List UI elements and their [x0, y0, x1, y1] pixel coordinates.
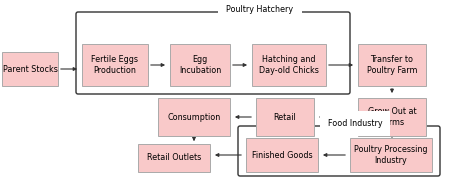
Text: Transfer to
Poultry Farm: Transfer to Poultry Farm [367, 55, 417, 75]
FancyBboxPatch shape [358, 44, 426, 86]
Text: Poultry Hatchery: Poultry Hatchery [227, 5, 293, 14]
FancyBboxPatch shape [246, 138, 318, 172]
FancyBboxPatch shape [82, 44, 148, 86]
Text: Grow Out at
Farms: Grow Out at Farms [368, 107, 416, 127]
FancyBboxPatch shape [252, 44, 326, 86]
Text: Consumption: Consumption [167, 112, 220, 122]
Text: Retail: Retail [273, 112, 296, 122]
Text: Finished Goods: Finished Goods [252, 151, 312, 159]
Text: Fertile Eggs
Production: Fertile Eggs Production [91, 55, 138, 75]
FancyBboxPatch shape [170, 44, 230, 86]
Text: Egg
Incubation: Egg Incubation [179, 55, 221, 75]
FancyBboxPatch shape [358, 98, 426, 136]
FancyBboxPatch shape [138, 144, 210, 172]
Text: Parent Stocks: Parent Stocks [2, 64, 57, 74]
FancyBboxPatch shape [158, 98, 230, 136]
Text: Poultry Processing
Industry: Poultry Processing Industry [354, 145, 428, 165]
FancyBboxPatch shape [350, 138, 432, 172]
Text: Food Industry: Food Industry [328, 119, 383, 128]
FancyBboxPatch shape [256, 98, 314, 136]
FancyBboxPatch shape [2, 52, 58, 86]
Text: Hatching and
Day-old Chicks: Hatching and Day-old Chicks [259, 55, 319, 75]
Text: Retail Outlets: Retail Outlets [147, 153, 201, 163]
